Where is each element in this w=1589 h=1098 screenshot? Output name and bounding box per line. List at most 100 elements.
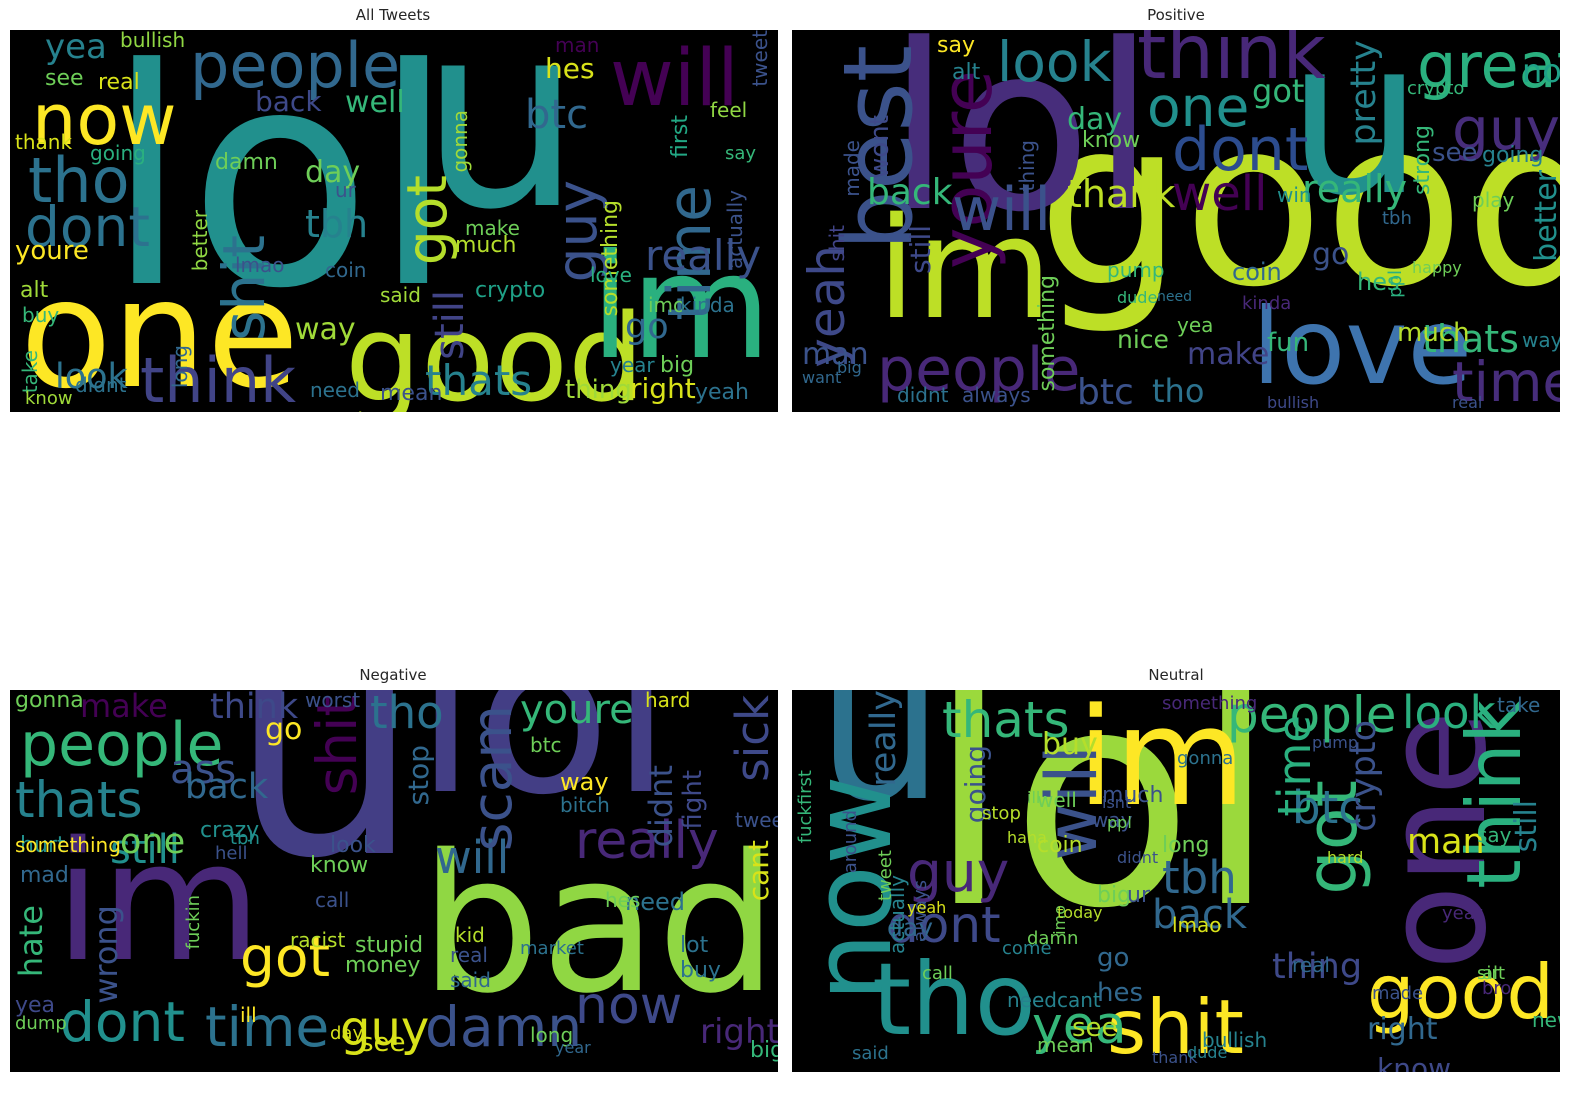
cloud-word: always (962, 383, 1031, 407)
cloud-word: pump (1107, 258, 1165, 282)
cloud-word: people (190, 30, 401, 102)
cloud-word: go (265, 712, 303, 747)
cloud-word: mad (20, 863, 69, 888)
cloud-word: see (45, 66, 84, 91)
cloud-word: dude (1117, 288, 1158, 307)
cloud-word: pretty (1344, 40, 1384, 146)
cloud-word: btc (525, 92, 589, 138)
cloud-word: make (80, 690, 168, 725)
cloud-word: going (90, 141, 146, 165)
cloud-word: people (1227, 690, 1397, 744)
cloud-word: today (1057, 903, 1103, 922)
cloud-word: real (450, 943, 488, 967)
cloud-word: coin (1232, 258, 1282, 286)
cloud-word: crazy (200, 818, 260, 843)
cloud-word: really (575, 811, 719, 871)
wordcloud-negative: u lol bad im people thats dont time got shit reall… (10, 690, 778, 1072)
cloud-word: much (1102, 783, 1164, 808)
cloud-word: sick (726, 695, 778, 782)
cloud-word: ppl (1385, 270, 1406, 298)
cloud-word: well (345, 85, 405, 120)
panel-title-positive: Positive (1147, 6, 1205, 24)
cloud-word: make (1187, 337, 1270, 372)
cloud-word: go (1312, 237, 1350, 272)
cloud-word: bullish (1202, 1028, 1268, 1052)
cloud-word: big (837, 358, 862, 377)
cloud-word: lot (680, 933, 709, 958)
cloud-word: thats (15, 771, 143, 829)
cloud-word: made (1372, 983, 1424, 1004)
cloud-word: yeah (695, 380, 749, 405)
cloud-word: better (1529, 170, 1560, 262)
cloud-word: back (867, 172, 953, 213)
cloud-word: im (55, 806, 262, 998)
cloud-word: said (380, 283, 421, 307)
cloud-word: good (345, 290, 645, 413)
cloud-word: mean (1037, 1033, 1094, 1057)
cloud-word: lol (415, 690, 672, 843)
cloud-word: gonna (1177, 748, 1234, 769)
cloud-word: way (1522, 328, 1560, 352)
cloud-word: kinda (1242, 293, 1292, 314)
cloud-word: gonna (448, 110, 472, 173)
cloud-word: im (877, 188, 1053, 351)
cloud-word: tho (28, 144, 130, 217)
cloud-word: tho (370, 690, 444, 739)
cloud-word: look (997, 30, 1112, 94)
cloud-word: still (904, 225, 937, 274)
cloud-word: look (55, 357, 128, 397)
cloud-word: didnt (897, 383, 949, 407)
cloud-word: haha (1007, 828, 1047, 847)
cloud-word: bullish (120, 30, 186, 52)
cloud-word: yea (15, 993, 56, 1018)
cloud-word: ur (335, 178, 356, 202)
cloud-word: day (305, 155, 361, 190)
cloud-word: think (1137, 30, 1326, 96)
cloud-word: needcant (1007, 988, 1101, 1012)
cloud-word: really (1302, 167, 1408, 211)
cloud-word: big (660, 353, 695, 378)
cloud-word: market (520, 938, 584, 959)
cloud-word: man (555, 33, 600, 57)
cloud-word: something (1162, 693, 1258, 714)
cloud-word: stop (402, 745, 435, 806)
cloud-word: fun (1267, 328, 1310, 358)
cloud-word: fight (678, 770, 708, 830)
cloud-word: love (1252, 286, 1473, 408)
cloud-word: time (1268, 715, 1321, 817)
cloud-word: year (610, 353, 655, 377)
cloud-word: play (1472, 188, 1515, 212)
cloud-word: better (188, 210, 212, 272)
cloud-word: long (1162, 833, 1210, 858)
cloud-word: ass (170, 747, 237, 793)
cloud-word: tbh (305, 202, 369, 246)
cloud-word: feel (710, 98, 748, 122)
cloud-word: much (455, 233, 517, 258)
cloud-word: long (168, 345, 192, 389)
cloud-word: u (817, 690, 944, 846)
wordcloud-neutral: lol u one im now tho shit good think got people loo… (792, 690, 1560, 1072)
cloud-word: thank (1152, 1048, 1198, 1067)
cloud-word: btc (1077, 372, 1134, 412)
cloud-word: great (1417, 30, 1560, 102)
cloud-word: know (1082, 128, 1141, 153)
cloud-word: dont (1172, 115, 1309, 185)
cloud-word: something (598, 200, 623, 317)
cloud-word: thank (15, 130, 73, 154)
cloud-word: shit (210, 235, 278, 341)
cloud-word: im (590, 223, 772, 392)
cloud-word: racist (290, 928, 346, 952)
cloud-word: tweet (748, 30, 772, 87)
cloud-word: dude (1187, 1043, 1228, 1062)
cloud-word: see (360, 1028, 406, 1058)
cloud-word: something (1035, 275, 1060, 392)
cloud-word: call (315, 888, 350, 912)
cloud-word: imo (648, 293, 686, 317)
cloud-word: lol (105, 30, 456, 354)
cloud-word: man (1407, 822, 1485, 862)
cloud-word: thing (1015, 140, 1039, 192)
cloud-word: will (435, 831, 510, 884)
cloud-word: bad (420, 814, 778, 1035)
cloud-word: people (877, 335, 1081, 405)
cloud-word: bitch (560, 793, 610, 817)
